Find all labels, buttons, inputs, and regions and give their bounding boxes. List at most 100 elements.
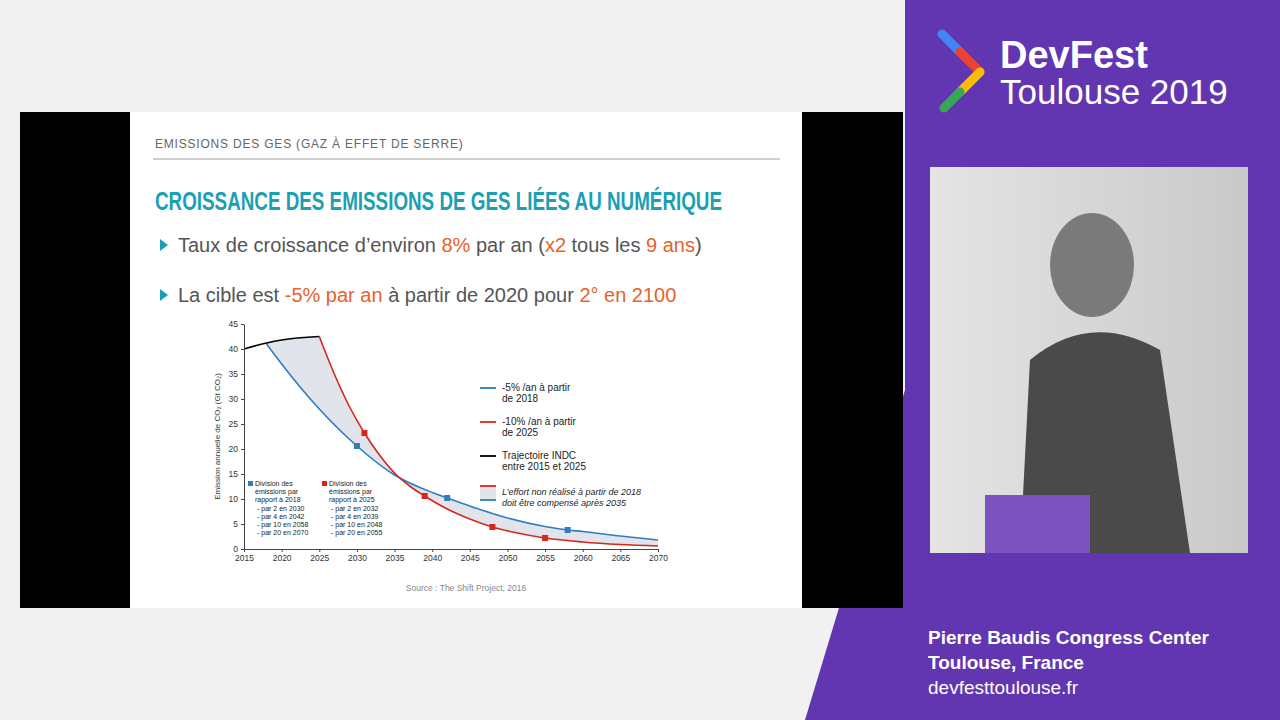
series-marker	[354, 443, 360, 449]
source: Source : The Shift Project, 2016	[406, 583, 527, 593]
bullet-segment: tous les	[566, 234, 646, 256]
venue: Pierre Baudis Congress Center	[928, 627, 1209, 648]
x-tick: 2060	[574, 549, 593, 563]
legend: -5% /an à partirde 2018-10% /an à partir…	[480, 382, 641, 508]
y-axis-title: Emission annuelle de CO₂ (Gt CO₂)	[213, 373, 222, 500]
logo-stroke	[944, 92, 960, 108]
x-tick-mark	[507, 549, 508, 552]
legend-area-top	[480, 485, 496, 487]
legend-swatch	[480, 421, 496, 423]
y-tick: 25	[229, 419, 244, 429]
x-tick: 2035	[386, 549, 405, 563]
series-marker	[542, 535, 548, 541]
x-tick: 2030	[348, 549, 367, 563]
y-tick: 15	[229, 469, 244, 479]
y-tick-label: 20	[229, 444, 239, 454]
series-marker	[489, 524, 495, 530]
plot-area	[244, 337, 658, 547]
page: EMISSIONS DES GES (GAZ À EFFET DE SERRE)…	[0, 0, 1280, 720]
y-tick-mark	[241, 499, 244, 500]
y-tick-label: 0	[233, 544, 238, 554]
y-tick-label: 25	[229, 419, 239, 429]
y-tick-mark	[241, 349, 244, 350]
annotation-item: - par 2 en 2032	[331, 505, 379, 513]
annotation-marker	[322, 481, 327, 486]
y-tick: 45	[229, 319, 244, 329]
series-marker	[444, 495, 450, 501]
y-tick: 30	[229, 394, 244, 404]
bullet-marker	[160, 289, 168, 301]
annotation-item: - par 10 en 2058	[257, 521, 308, 529]
y-tick-label: 35	[229, 369, 239, 379]
y-tick: 5	[233, 519, 244, 529]
y-tick-label: 5	[233, 519, 238, 529]
video-band	[20, 112, 903, 608]
bullet-segment: -5% par an	[285, 284, 383, 306]
website: devfesttoulouse.fr	[928, 677, 1079, 698]
venue: Toulouse, France	[928, 652, 1084, 673]
x-tick: 2065	[611, 549, 630, 563]
y-tick-label: 40	[229, 344, 239, 354]
y-tick-label: 30	[229, 394, 239, 404]
x-tick-mark	[395, 549, 396, 552]
bullet-segment: à partir de 2020 pour	[383, 284, 580, 306]
y-tick-mark	[241, 374, 244, 375]
x-tick-mark	[620, 549, 621, 552]
x-tick: 2070	[649, 549, 668, 563]
legend-label: Trajectoire INDCentre 2015 et 2025	[502, 450, 586, 472]
annotation-marker	[248, 481, 253, 486]
section-rule	[153, 159, 780, 160]
y-tick: 40	[229, 344, 244, 354]
y-tick-mark	[241, 399, 244, 400]
series-line	[267, 344, 658, 540]
x-tick-label: 2020	[273, 553, 292, 563]
x-tick: 2050	[498, 549, 517, 563]
y-tick: 0	[233, 544, 244, 554]
legend-area-swatch	[480, 486, 496, 500]
photo-background	[930, 167, 1248, 553]
series-marker	[565, 527, 571, 533]
slide-title: CROISSANCE DES EMISSIONS DE GES LIÉES AU…	[155, 187, 722, 215]
y-tick-label: 45	[229, 319, 239, 329]
event-name: DevFest	[1000, 34, 1148, 76]
x-tick-label: 2045	[461, 553, 480, 563]
x-tick-label: 2035	[386, 553, 405, 563]
annotation-item: - par 20 en 2070	[257, 529, 308, 537]
event-edition: Toulouse 2019	[1000, 72, 1228, 111]
x-tick-label: 2065	[611, 553, 630, 563]
y-tick-mark	[241, 449, 244, 450]
x-tick: 2020	[273, 549, 292, 563]
legend-label: -10% /an à partirde 2025	[502, 416, 577, 438]
x-tick-mark	[583, 549, 584, 552]
annotation-item: - par 10 en 2048	[331, 521, 382, 529]
speaker-head	[1050, 213, 1134, 317]
series-line	[244, 337, 319, 350]
annotation-heading: Division desémissions parrapport à 2018	[255, 480, 301, 504]
x-tick: 2040	[423, 549, 442, 563]
legend-area-label: L’effort non réalisé à partir de 2018doi…	[502, 487, 641, 508]
bullet-segment: 9 ans	[646, 234, 695, 256]
y-tick-label: 15	[229, 469, 239, 479]
series-marker	[361, 430, 367, 436]
logo	[942, 34, 980, 108]
x-tick-label: 2025	[310, 553, 329, 563]
legend-swatch	[480, 455, 496, 457]
annotation: Division desémissions parrapport à 2018 -…	[248, 480, 308, 537]
annotation-item: - par 4 en 2039	[331, 513, 379, 521]
y-tick: 35	[229, 369, 244, 379]
x-tick-label: 2040	[423, 553, 442, 563]
bullet-segment: x2	[545, 234, 566, 256]
bullet-segment: La cible est	[178, 284, 285, 306]
x-tick-mark	[470, 549, 471, 552]
y-tick: 20	[229, 444, 244, 454]
x-tick-mark	[319, 549, 320, 552]
x-tick-label: 2060	[574, 553, 593, 563]
lectern	[985, 495, 1090, 553]
bullet-segment: 2° en 2100	[579, 284, 676, 306]
x-axis: 2015202020252030203520402045205020552060…	[235, 549, 668, 563]
effort-area	[267, 337, 658, 547]
annotation: Division desémissions parrapport à 2025-…	[322, 480, 382, 537]
background	[0, 0, 1280, 720]
y-axis-line	[244, 325, 245, 550]
annotation-item: - par 20 en 2055	[331, 529, 382, 537]
